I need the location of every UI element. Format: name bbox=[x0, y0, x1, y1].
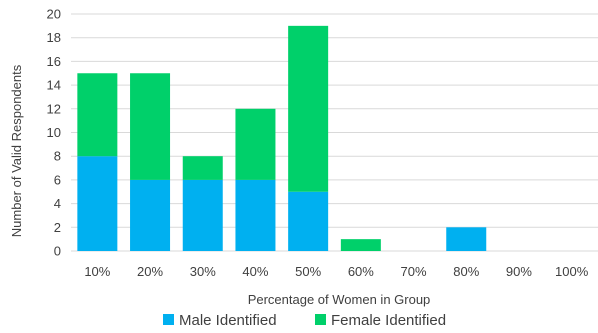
y-tick-label: 16 bbox=[47, 54, 61, 69]
y-tick-label: 8 bbox=[54, 149, 61, 164]
x-tick-label: 30% bbox=[190, 264, 216, 279]
legend-swatch bbox=[163, 314, 174, 325]
y-tick-label: 2 bbox=[54, 220, 61, 235]
x-tick-label: 100% bbox=[555, 264, 589, 279]
y-tick-label: 4 bbox=[54, 196, 61, 211]
x-axis-ticks: 10% 20% 30% 40% 50% 60% 70% 80% 90% 100% bbox=[84, 264, 588, 279]
legend-label: Female Identified bbox=[331, 312, 446, 329]
legend-swatch bbox=[315, 314, 326, 325]
y-tick-label: 20 bbox=[47, 7, 61, 22]
y-axis-label: Number of Valid Respondents bbox=[9, 64, 24, 237]
bar-female-identified bbox=[182, 156, 223, 180]
y-tick-label: 0 bbox=[54, 244, 61, 259]
bar-female-identified bbox=[77, 73, 118, 157]
x-axis-label: Percentage of Women in Group bbox=[248, 292, 431, 307]
x-tick-label: 10% bbox=[84, 264, 110, 279]
bar-female-identified bbox=[235, 108, 276, 180]
x-tick-label: 70% bbox=[401, 264, 427, 279]
bar-female-identified bbox=[288, 25, 329, 192]
y-axis-ticks: 0 2 4 6 8 10 12 14 16 18 20 bbox=[47, 7, 61, 259]
bar-male-identified bbox=[288, 191, 329, 251]
y-tick-label: 12 bbox=[47, 101, 61, 116]
x-tick-label: 20% bbox=[137, 264, 163, 279]
y-tick-label: 14 bbox=[47, 78, 61, 93]
x-tick-label: 60% bbox=[348, 264, 374, 279]
bar-male-identified bbox=[235, 179, 276, 251]
y-tick-label: 10 bbox=[47, 125, 61, 140]
x-tick-label: 40% bbox=[242, 264, 268, 279]
x-tick-label: 90% bbox=[506, 264, 532, 279]
legend: Male Identified Female Identified bbox=[163, 312, 446, 329]
bar-female-identified bbox=[340, 239, 381, 251]
y-tick-label: 6 bbox=[54, 172, 61, 187]
legend-label: Male Identified bbox=[179, 312, 277, 329]
bar-male-identified bbox=[77, 156, 118, 251]
bar-male-identified bbox=[130, 179, 171, 251]
x-tick-label: 80% bbox=[453, 264, 479, 279]
bar-male-identified bbox=[446, 227, 487, 251]
bars bbox=[77, 25, 487, 251]
bar-male-identified bbox=[182, 179, 223, 251]
x-tick-label: 50% bbox=[295, 264, 321, 279]
bar-female-identified bbox=[130, 73, 171, 180]
y-tick-label: 18 bbox=[47, 30, 61, 45]
